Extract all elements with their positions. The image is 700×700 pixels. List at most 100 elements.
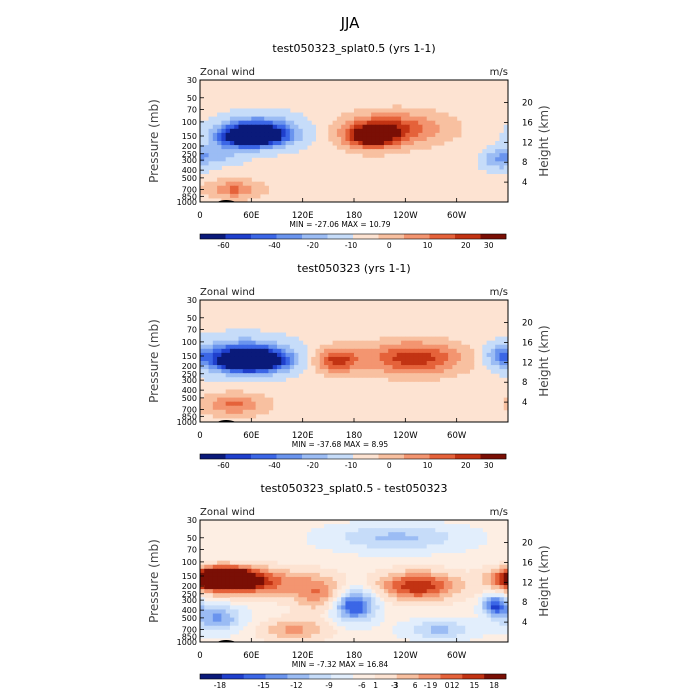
longitude-tick-label: 180 <box>346 431 362 441</box>
colorbar-label: 20 <box>461 241 471 250</box>
height-tick-label: 16 <box>522 338 533 348</box>
colorbar-swatch <box>378 454 405 459</box>
min-max-label: MIN = -7.32 MAX = 16.84 <box>292 660 389 669</box>
colorbar-label: -20 <box>307 241 319 250</box>
colorbar-label: -12 <box>290 681 302 690</box>
colorbar-swatch <box>455 234 481 239</box>
height-tick-label: 8 <box>522 598 527 608</box>
colorbar-label: 10 <box>423 461 433 470</box>
height-tick-label: 8 <box>522 378 527 388</box>
colorbar-swatch <box>331 674 354 679</box>
colorbar-swatch <box>353 234 379 239</box>
height-tick-label: 4 <box>522 398 527 408</box>
longitude-tick-label: 120E <box>292 431 314 441</box>
pressure-tick-label: 500 <box>182 174 197 183</box>
colorbar-label: -9 <box>325 681 333 690</box>
colorbar-swatch <box>440 674 463 679</box>
colorbar-swatch <box>327 454 354 459</box>
pressure-tick-label: 200 <box>182 362 197 371</box>
pressure-tick-label: 250 <box>182 150 197 159</box>
colorbar: -18 -15 -12 -9 -6 -3 -1 0 1 3 6 9 12 15 18 <box>199 673 507 690</box>
pressure-tick-label: 150 <box>182 352 197 361</box>
colorbar-label: 30 <box>484 461 494 470</box>
longitude-tick-label: 180 <box>346 211 362 221</box>
colorbar-swatch <box>455 454 481 459</box>
colorbar-swatch <box>251 454 277 459</box>
colorbar-label: -60 <box>217 241 229 250</box>
panel-3: test050323_splat0.5 - test050323 Zonal wi… <box>147 482 551 690</box>
colorbar-label: -60 <box>217 461 229 470</box>
units-label: m/s <box>490 507 508 518</box>
colorbar-swatch <box>462 674 485 679</box>
colorbar-swatch <box>287 674 310 679</box>
pressure-tick-label: 50 <box>187 94 197 103</box>
pressure-tick-label: 300 <box>182 596 197 605</box>
height-tick-label: 20 <box>522 319 533 329</box>
pressure-tick-label: 850 <box>182 192 197 201</box>
colorbar-label: 0 <box>387 241 392 250</box>
pressure-tick-label: 200 <box>182 142 197 151</box>
longitude-tick-label: 60E <box>243 651 259 661</box>
longitude-tick-label: 60W <box>447 431 467 441</box>
field-name-label: Zonal wind <box>200 67 255 78</box>
pressure-tick-label: 50 <box>187 314 197 323</box>
longitude-tick-label: 120E <box>292 651 314 661</box>
colorbar-swatch <box>243 674 266 679</box>
pressure-tick-label: 30 <box>187 516 197 525</box>
pressure-tick-label: 850 <box>182 412 197 421</box>
colorbar-label: 12 <box>450 681 460 690</box>
longitude-tick-label: 0 <box>197 651 202 661</box>
height-tick-label: 12 <box>522 358 533 368</box>
colorbar-label: 10 <box>423 241 433 250</box>
panel-title: test050323 (yrs 1-1) <box>297 262 410 275</box>
min-max-label: MIN = -27.06 MAX = 10.79 <box>289 220 390 229</box>
colorbar-label: -10 <box>345 241 357 250</box>
colorbar-swatch <box>396 674 419 679</box>
colorbar-swatch <box>200 234 226 239</box>
colorbar-swatch <box>200 454 226 459</box>
pressure-tick-label: 250 <box>182 590 197 599</box>
pressure-tick-label: 150 <box>182 132 197 141</box>
colorbar-label: 1 <box>373 681 378 690</box>
panel-2: test050323 (yrs 1-1) Zonal wind m/s 30 50 70 1… <box>147 262 551 470</box>
pressure-tick-label: 300 <box>182 156 197 165</box>
pressure-tick-label: 400 <box>182 606 197 615</box>
colorbar-label: 0 <box>445 681 450 690</box>
pressure-tick-label: 700 <box>182 186 197 195</box>
colorbar-label: 3 <box>393 681 398 690</box>
colorbar-label: 6 <box>413 681 418 690</box>
colorbar-swatch <box>353 674 376 679</box>
longitude-tick-label: 0 <box>197 211 202 221</box>
units-label: m/s <box>490 67 508 78</box>
pressure-tick-label: 150 <box>182 572 197 581</box>
pressure-tick-label: 400 <box>182 386 197 395</box>
colorbar-label: 30 <box>484 241 494 250</box>
colorbar: -60 -40 -20 -10 0 10 20 30 <box>199 453 507 470</box>
colorbar-swatch <box>404 234 430 239</box>
colorbar-label: -15 <box>257 681 269 690</box>
pressure-tick-label: 1000 <box>177 198 197 207</box>
height-tick-label: 12 <box>522 138 533 148</box>
height-tick-label: 4 <box>522 618 527 628</box>
height-axis-title: Height (km) <box>537 325 551 396</box>
height-axis-title: Height (km) <box>537 545 551 616</box>
colorbar-swatch <box>309 674 332 679</box>
longitude-tick-label: 60W <box>447 651 467 661</box>
height-tick-label: 12 <box>522 578 533 588</box>
longitude-tick-label: 60E <box>243 211 259 221</box>
units-label: m/s <box>490 287 508 298</box>
pressure-tick-label: 70 <box>187 545 197 554</box>
colorbar: -60 -40 -20 -10 0 10 20 30 <box>199 233 507 250</box>
pressure-axis-title: Pressure (mb) <box>147 99 161 183</box>
panel-1: test050323_splat0.5 (yrs 1-1) Zonal wind m… <box>147 42 551 250</box>
pressure-tick-label: 500 <box>182 614 197 623</box>
colorbar-swatch <box>327 234 354 239</box>
pressure-tick-label: 700 <box>182 406 197 415</box>
pressure-tick-label: 50 <box>187 534 197 543</box>
longitude-tick-label: 60W <box>447 211 467 221</box>
colorbar-label: -40 <box>268 461 280 470</box>
colorbar-swatch <box>378 234 405 239</box>
colorbar-swatch <box>484 674 507 679</box>
longitude-tick-label: 120W <box>393 651 418 661</box>
